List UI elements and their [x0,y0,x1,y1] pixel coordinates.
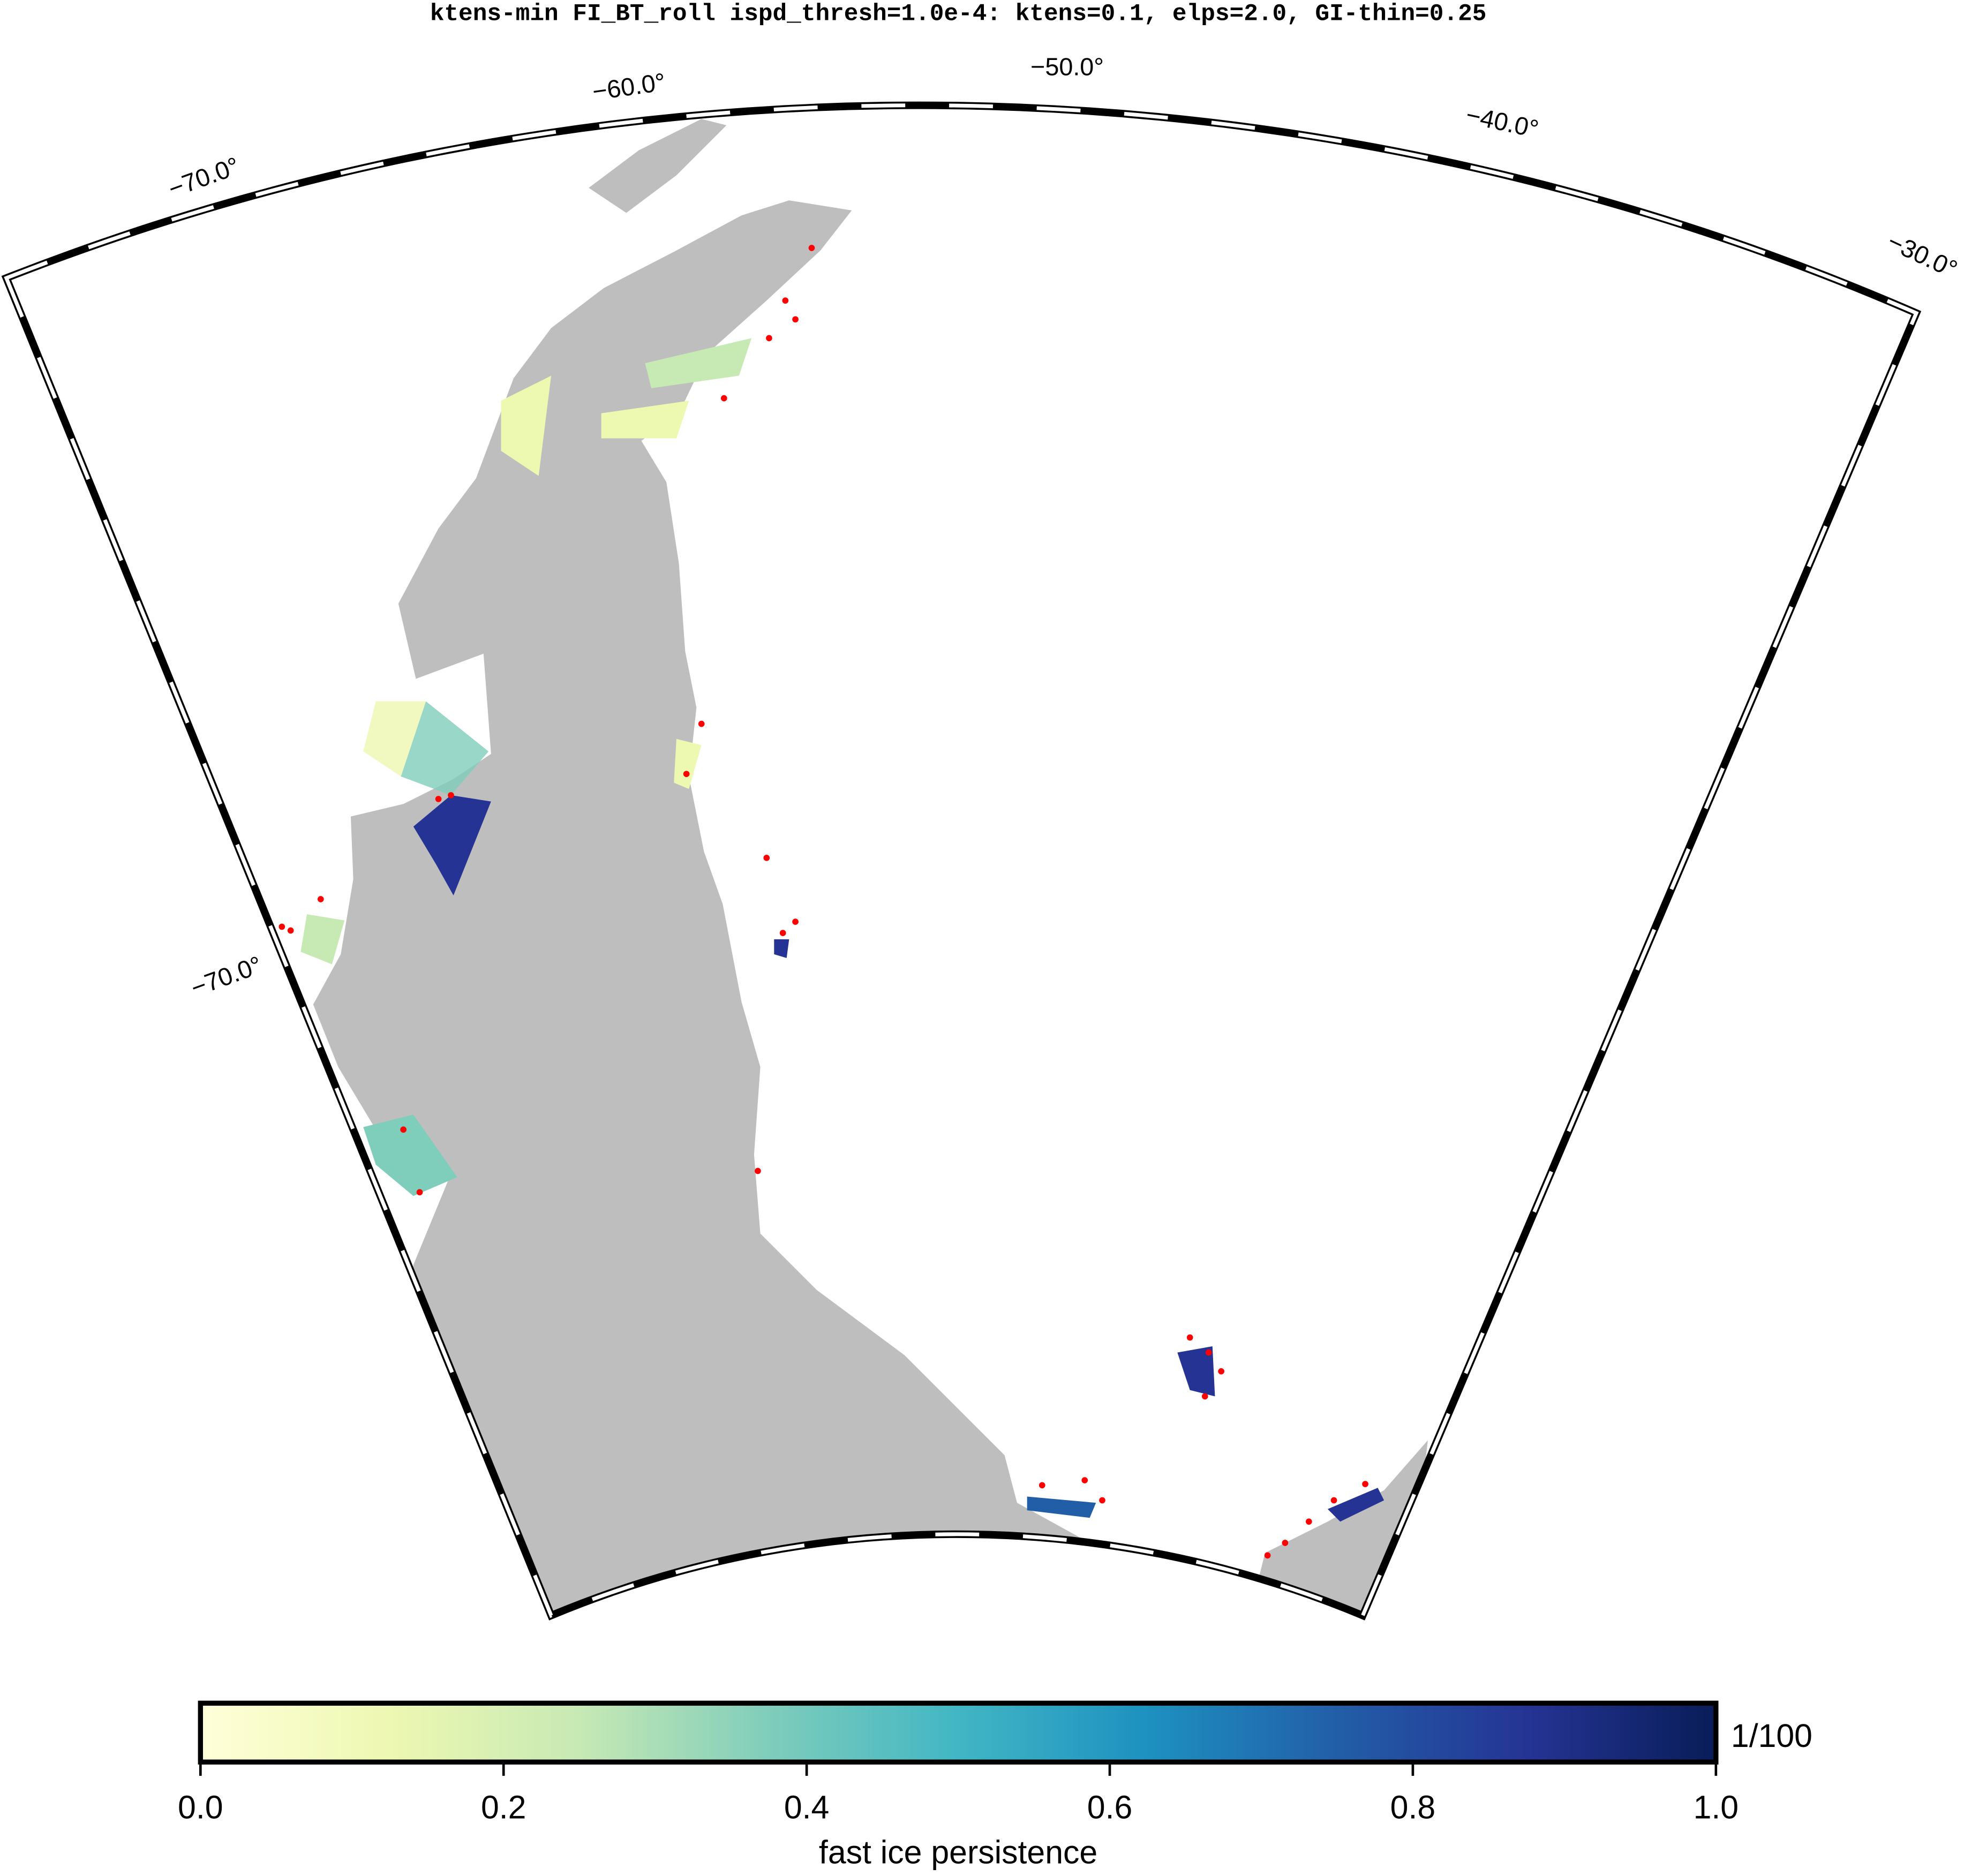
fast-ice [300,338,1384,1522]
land [1240,1440,1428,1616]
colorbar-tick-label: 0.4 [784,1789,830,1825]
colorbar-tick-label: 1.0 [1694,1789,1739,1825]
meridian-label: −60.0° [591,68,667,106]
land [313,200,1127,1616]
title: ktens-min FI_BT_roll ispd_thresh=1.0e-4:… [430,1,1487,27]
meridian-label: −50.0° [1030,52,1104,80]
colorbar-tick-label: 0.6 [1087,1789,1132,1825]
meridian-label: −70.0° [164,152,243,203]
colorbar: 1/100 fast ice persistence 0.0 0.2 0.4 0.6 0… [178,1700,1812,1871]
grounded-icebergs [279,245,1368,1559]
meridian-label: −40.0° [1464,101,1541,143]
colorbar-label: fast ice persistence [819,1834,1097,1871]
colorbar-unit: 1/100 [1731,1717,1812,1754]
land [589,119,727,213]
colorbar-tick-label: 0.8 [1390,1789,1436,1825]
colorbar-tick-label: 0.2 [481,1789,526,1825]
meridian-label: −30.0° [1883,227,1961,283]
map-frame [1,101,1922,1621]
map-body [279,119,1428,1616]
parallel-label: −70.0° [187,951,266,1002]
colorbar-ramp [198,1700,1719,1765]
colorbar-tick-label: 0.0 [178,1789,223,1825]
map-frame-checker [4,103,1919,1618]
